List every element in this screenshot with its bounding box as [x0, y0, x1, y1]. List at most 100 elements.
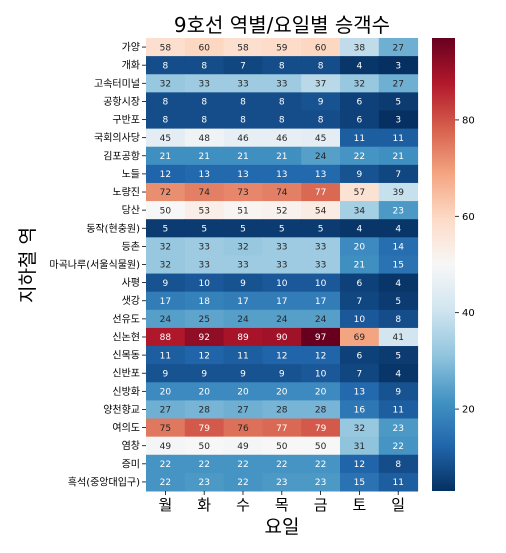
cell-value-label: 8: [279, 98, 285, 108]
heatmap-cell: [340, 291, 380, 311]
cell-value-label: 49: [237, 442, 249, 452]
heatmap-cell: [184, 201, 225, 220]
cell-value-label: 12: [276, 351, 287, 361]
cell-value-label: 13: [354, 388, 365, 398]
cell-value-label: 8: [395, 460, 401, 470]
heatmap-cell: [146, 436, 186, 456]
cell-value-label: 5: [201, 224, 207, 234]
heatmap-cell: [146, 92, 186, 111]
cell-value-label: 4: [357, 61, 363, 71]
heatmap-cell: [262, 164, 302, 184]
heatmap-cell: [340, 201, 380, 220]
cell-value-label: 11: [354, 134, 365, 144]
heatmap-cell: [378, 454, 419, 474]
cell-value-label: 6: [357, 279, 363, 289]
cell-value-label: 23: [392, 424, 403, 434]
cell-value-label: 8: [163, 116, 169, 126]
cell-value-label: 14: [392, 243, 404, 253]
heatmap-cell: [262, 436, 302, 456]
heatmap-cell: [301, 346, 341, 365]
y-tick-label: 여의도: [112, 422, 140, 434]
heatmap-cell: [301, 400, 341, 420]
cell-value-label: 50: [276, 442, 288, 452]
cell-value-label: 24: [237, 315, 249, 325]
heatmap-cell: [301, 146, 341, 166]
heatmap-cell: [301, 472, 341, 492]
heatmap-cell: [146, 327, 186, 347]
heatmap-cell: [223, 164, 263, 184]
cell-value-label: 23: [276, 478, 287, 488]
heatmap-cell: [262, 472, 302, 492]
cell-value-label: 7: [240, 61, 246, 71]
heatmap-cell: [378, 472, 419, 492]
cell-value-label: 13: [315, 170, 326, 180]
heatmap-cell: [262, 382, 302, 401]
chart-title: 9호선 역별/요일별 승객수: [174, 13, 390, 37]
cell-value-label: 3: [395, 61, 401, 71]
heatmap-cell: [146, 237, 186, 256]
cell-value-label: 58: [237, 43, 249, 53]
cell-value-label: 25: [198, 315, 209, 325]
cell-value-label: 32: [354, 80, 365, 90]
cell-value-label: 24: [160, 315, 172, 325]
heatmap-cell: [340, 110, 380, 130]
cell-value-label: 72: [160, 188, 171, 198]
heatmap-cell: [378, 146, 419, 166]
cell-value-label: 12: [160, 170, 171, 180]
heatmap-cell: [378, 201, 419, 220]
heatmap-cell: [223, 128, 263, 148]
heatmap-cell: [378, 309, 419, 329]
heatmap-cell: [184, 74, 225, 93]
cell-value-label: 8: [201, 116, 207, 126]
heatmap-cell: [146, 56, 186, 75]
cell-value-label: 12: [315, 351, 326, 361]
cell-value-label: 23: [198, 478, 209, 488]
heatmap-cell: [340, 74, 380, 93]
heatmap-cell: [301, 436, 341, 456]
heatmap-cell: [340, 472, 380, 492]
x-tick-label: 일: [391, 496, 405, 514]
y-tick-label: 노량진: [112, 187, 140, 199]
cell-value-label: 20: [237, 388, 249, 398]
cell-value-label: 28: [315, 406, 327, 416]
heatmap-cell: [184, 219, 225, 238]
heatmap-cell: [378, 164, 419, 184]
heatmap-cell: [262, 237, 302, 256]
heatmap-cell: [223, 201, 263, 220]
heatmap-cell: [340, 164, 380, 184]
heatmap-cell: [184, 346, 225, 365]
cell-value-label: 33: [237, 261, 248, 271]
heatmap-cell: [340, 128, 380, 148]
heatmap-cell: [262, 182, 302, 202]
cell-value-label: 8: [279, 61, 285, 71]
heatmap-cell: [378, 74, 419, 93]
heatmap-cell: [301, 364, 341, 383]
cell-value-label: 32: [354, 424, 365, 434]
cell-value-label: 46: [237, 134, 249, 144]
cell-value-label: 5: [395, 297, 401, 307]
heatmap-cell: [223, 418, 263, 438]
heatmap-cell: [301, 382, 341, 401]
cell-value-label: 15: [392, 261, 403, 271]
cell-value-label: 23: [315, 478, 326, 488]
heatmap-cell: [301, 110, 341, 130]
cell-value-label: 9: [163, 369, 169, 379]
cell-value-label: 21: [276, 152, 287, 162]
cell-value-label: 10: [354, 315, 366, 325]
heatmap-cell: [223, 291, 263, 311]
heatmap-cell: [262, 92, 302, 111]
cell-value-label: 10: [315, 279, 327, 289]
heatmap-cell: [184, 110, 225, 130]
heatmap-cell: [378, 182, 419, 202]
heatmap-cell: [146, 110, 186, 130]
cell-value-label: 13: [198, 170, 209, 180]
heatmap-cell: [378, 400, 419, 420]
heatmap-cell: [262, 74, 302, 93]
heatmap-cell: [146, 255, 186, 275]
heatmap-cell: [223, 92, 263, 111]
cell-value-label: 22: [160, 460, 171, 470]
cell-value-label: 5: [279, 224, 285, 234]
cell-value-label: 4: [395, 279, 401, 289]
